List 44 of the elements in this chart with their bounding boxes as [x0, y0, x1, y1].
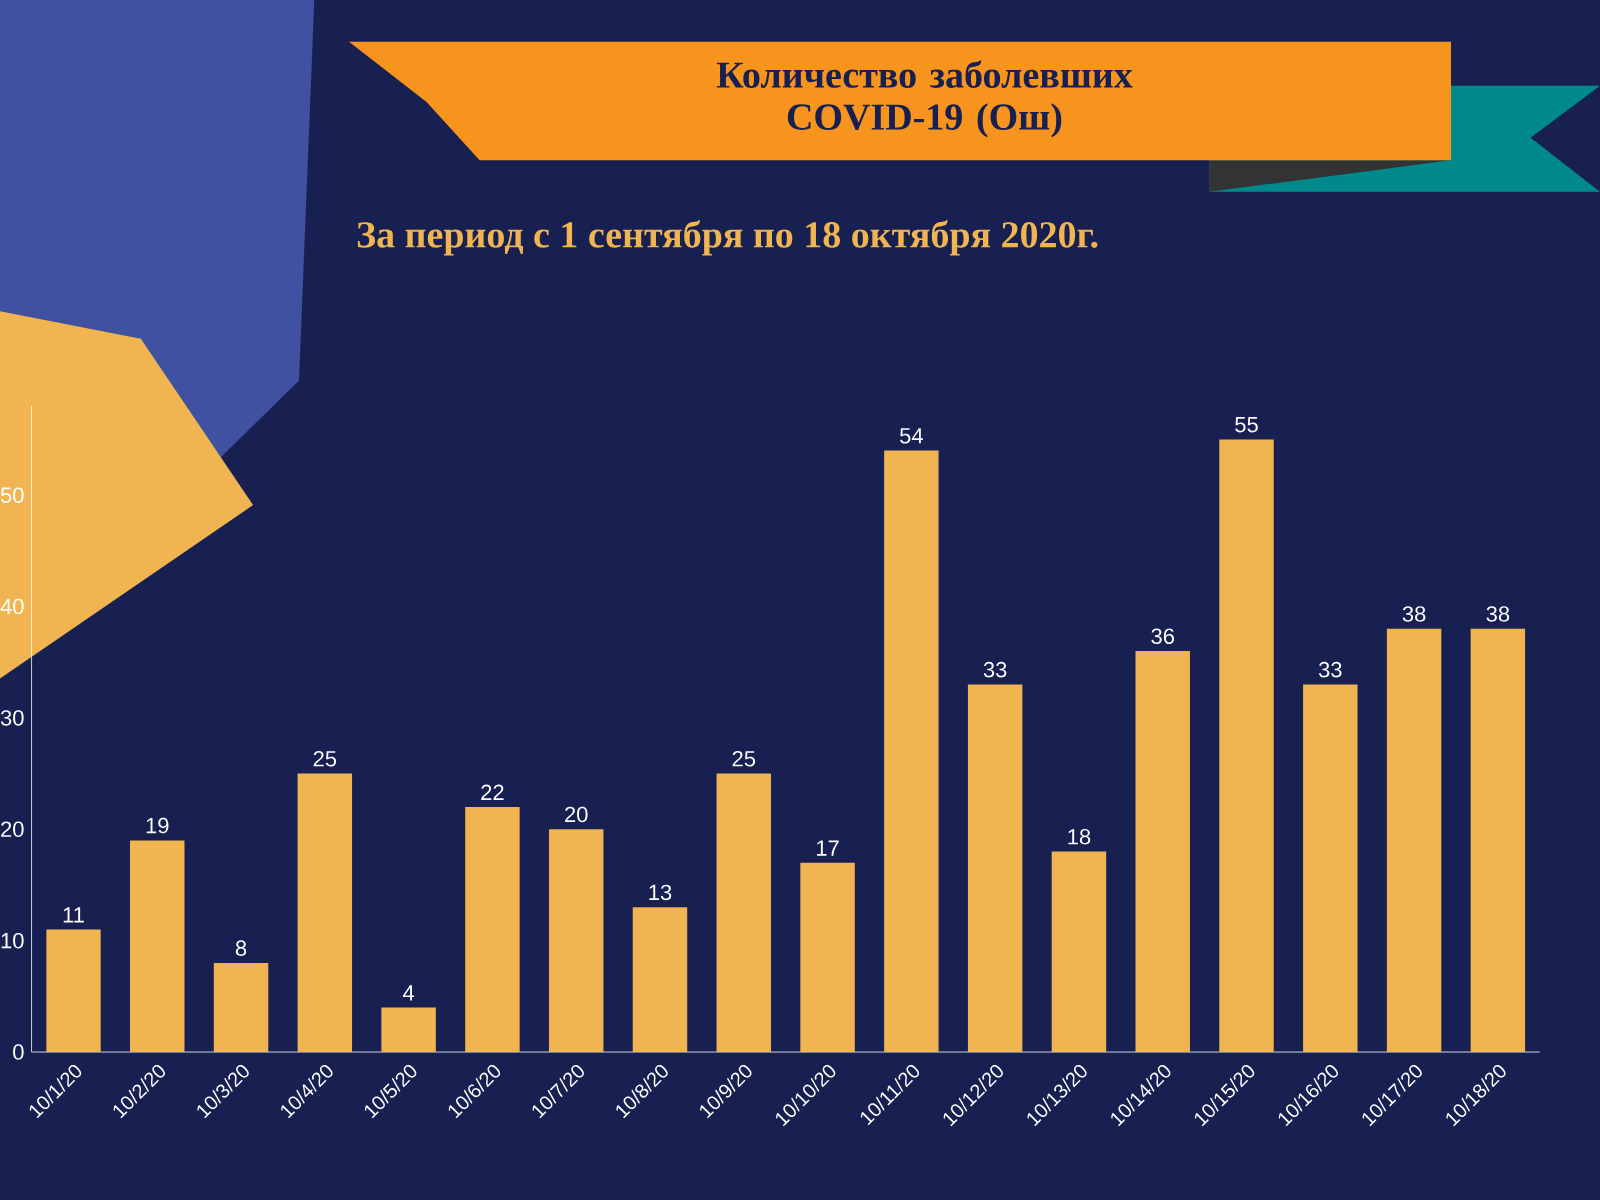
y-tick-label: 0 [13, 1044, 24, 1060]
chart-title: Количество заболевших COVID-19 (Ош) [716, 60, 1133, 138]
bar [297, 773, 353, 1053]
bar [967, 684, 1023, 1053]
data-label: 33 [983, 661, 1007, 678]
data-label: 25 [313, 750, 337, 767]
bar [381, 1007, 436, 1053]
data-label: 18 [1068, 828, 1091, 845]
chart-subtitle: За период с 1 сентября по 18 октября 2020г. [357, 220, 1098, 256]
data-label: 4 [403, 985, 415, 1001]
bar [884, 450, 939, 1053]
data-label: 11 [63, 907, 84, 923]
data-label: 54 [900, 428, 923, 444]
bar [800, 862, 855, 1053]
bar [213, 962, 269, 1053]
data-label: 55 [1235, 417, 1258, 433]
data-label: 38 [1402, 606, 1426, 622]
data-label: 33 [1318, 661, 1342, 678]
bar [1470, 628, 1526, 1053]
bar [46, 929, 101, 1053]
y-tick-label: 30 [0, 710, 24, 726]
y-tick-label: 20 [1, 821, 24, 838]
bar [1219, 439, 1274, 1053]
bar [632, 907, 688, 1053]
y-tick-label: 40 [0, 598, 24, 615]
data-label: 19 [146, 817, 169, 834]
bar [130, 840, 185, 1053]
data-label: 13 [649, 884, 672, 901]
y-tick-label: 10 [1, 932, 24, 949]
data-label: 38 [1486, 606, 1510, 622]
bar [548, 829, 604, 1053]
bar [1051, 851, 1107, 1053]
bar [716, 773, 772, 1053]
bar [465, 807, 520, 1053]
data-label: 25 [732, 750, 756, 767]
bar [1386, 628, 1442, 1053]
y-tick-label: 50 [0, 487, 24, 503]
bar [1135, 651, 1190, 1053]
data-label: 20 [565, 806, 588, 823]
data-label: 17 [817, 840, 839, 856]
bar [1303, 684, 1358, 1053]
data-label: 22 [481, 784, 504, 800]
data-label: 36 [1151, 628, 1174, 645]
data-label: 8 [235, 940, 247, 956]
